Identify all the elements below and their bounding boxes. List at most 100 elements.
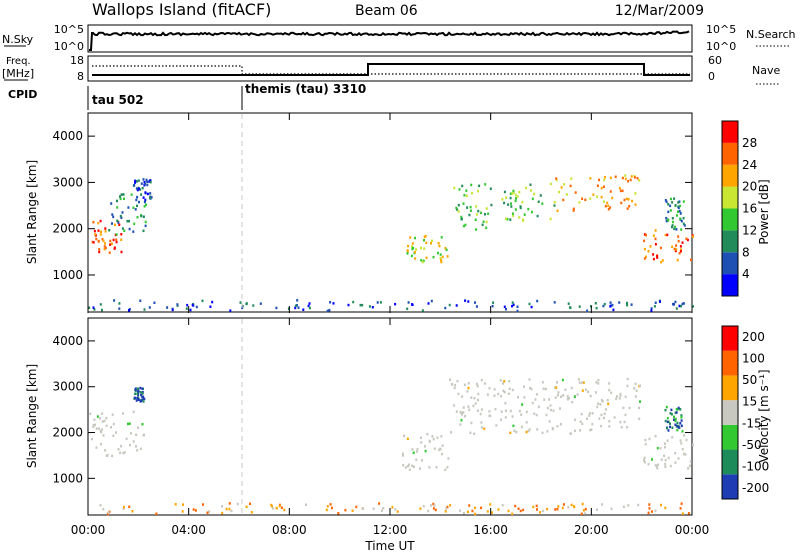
- scatter-cell: [666, 426, 669, 430]
- scatter-cell: [620, 201, 623, 205]
- scatter-cell: [625, 197, 628, 201]
- scatter-cell: [590, 428, 593, 431]
- scatter-cell: [584, 507, 587, 511]
- range-tick-label: 4000: [52, 129, 83, 143]
- scatter-cell: [563, 183, 566, 186]
- scatter-cell: [464, 223, 467, 227]
- scatter-cell: [436, 436, 439, 439]
- scatter-cell: [578, 381, 581, 384]
- scatter-cell: [619, 420, 622, 424]
- scatter-cell: [671, 426, 674, 429]
- scatter-cell: [570, 386, 573, 390]
- scatter-cell: [211, 300, 214, 304]
- scatter-cell: [120, 216, 123, 219]
- scatter-cell: [565, 193, 568, 196]
- scatter-cell: [674, 300, 677, 304]
- scatter-cell: [467, 405, 470, 408]
- scatter-cell: [459, 411, 462, 414]
- scatter-cell: [664, 462, 667, 466]
- colorbar-swatch: [722, 121, 738, 143]
- colorbar-swatch: [722, 164, 738, 187]
- scatter-cell: [511, 301, 514, 304]
- scatter-cell: [601, 503, 604, 506]
- scatter-cell: [475, 205, 478, 208]
- scatter-cell: [143, 181, 146, 184]
- scatter-cell: [584, 512, 587, 515]
- scatter-cell: [185, 307, 188, 310]
- scatter-cell: [122, 193, 125, 196]
- nsky-label: N.Sky: [2, 33, 34, 46]
- scatter-cell: [119, 197, 122, 201]
- scatter-cell: [259, 302, 262, 305]
- time-tick-label: 00:00: [675, 523, 710, 537]
- scatter-cell: [687, 512, 690, 515]
- scatter-cell: [564, 388, 567, 392]
- scatter-cell: [113, 299, 116, 302]
- scatter-cell: [394, 302, 397, 306]
- scatter-cell: [664, 419, 667, 423]
- scatter-cell: [460, 413, 463, 416]
- scatter-cell: [586, 417, 588, 420]
- scatter-cell: [518, 409, 521, 413]
- scatter-cell: [128, 227, 131, 231]
- scatter-cell: [470, 421, 473, 425]
- scatter-cell: [555, 178, 558, 182]
- scatter-cell: [570, 177, 573, 180]
- scatter-cell: [676, 428, 679, 432]
- scatter-cell: [537, 405, 540, 409]
- scatter-cell: [142, 215, 145, 218]
- scatter-cell: [488, 414, 491, 417]
- scatter-cell: [666, 439, 669, 442]
- nave-tick-bottom: 0: [708, 70, 715, 83]
- scatter-cell: [522, 508, 525, 512]
- scatter-cell: [132, 230, 135, 233]
- scatter-cell: [108, 229, 111, 232]
- scatter-cell: [230, 509, 233, 513]
- scatter-cell: [659, 300, 661, 303]
- scatter-cell: [512, 191, 515, 194]
- scatter-cell: [142, 397, 145, 400]
- scatter-cell: [675, 407, 678, 411]
- scatter-cell: [604, 204, 607, 208]
- scatter-cell: [619, 189, 622, 193]
- scatter-cell: [182, 503, 184, 506]
- nsky-tick-bottom: 10^0: [54, 40, 84, 53]
- scatter-cell: [661, 259, 664, 262]
- scatter-cell: [446, 255, 449, 258]
- nsearch-label: N.Search: [746, 28, 796, 41]
- scatter-cell: [600, 398, 603, 402]
- scatter-cell: [431, 239, 433, 243]
- scatter-cell: [419, 507, 422, 510]
- scatter-cell: [415, 248, 418, 251]
- scatter-cell: [499, 379, 502, 382]
- scatter-cell: [439, 256, 442, 260]
- scatter-cell: [604, 408, 607, 411]
- scatter-cell: [539, 194, 542, 197]
- scatter-cell: [607, 208, 610, 211]
- scatter-cell: [308, 306, 311, 310]
- scatter-cell: [464, 414, 466, 418]
- scatter-cell: [664, 442, 666, 445]
- scatter-cell: [682, 222, 685, 226]
- scatter-cell: [531, 197, 534, 201]
- scatter-cell: [118, 223, 121, 226]
- scatter-cell: [608, 425, 611, 428]
- scatter-cell: [622, 406, 625, 410]
- scatter-cell: [107, 511, 110, 514]
- scatter-cell: [674, 452, 677, 455]
- scatter-cell: [146, 192, 149, 196]
- scatter-cell: [634, 192, 637, 195]
- scatter-cell: [432, 255, 435, 259]
- scatter-cell: [97, 229, 100, 232]
- scatter-cell: [508, 379, 511, 383]
- scatter-cell: [137, 390, 139, 394]
- scatter-cell: [676, 258, 679, 262]
- scatter-cell: [517, 507, 520, 510]
- scatter-cell: [613, 416, 616, 419]
- scatter-cell: [624, 174, 627, 177]
- scatter-cell: [94, 233, 97, 236]
- scatter-cell: [664, 233, 667, 237]
- scatter-cell: [136, 396, 139, 400]
- scatter-cell: [626, 304, 629, 307]
